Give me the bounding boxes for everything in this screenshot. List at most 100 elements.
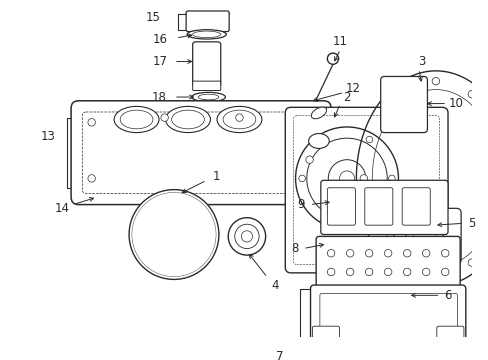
Text: 5: 5: [467, 217, 474, 230]
FancyBboxPatch shape: [293, 116, 439, 265]
Circle shape: [298, 175, 305, 182]
Circle shape: [305, 156, 313, 163]
FancyBboxPatch shape: [393, 208, 460, 265]
Ellipse shape: [390, 274, 442, 307]
FancyBboxPatch shape: [192, 42, 220, 87]
Ellipse shape: [366, 208, 383, 223]
Ellipse shape: [165, 107, 210, 132]
Ellipse shape: [223, 110, 255, 129]
Circle shape: [346, 268, 353, 276]
Circle shape: [339, 171, 354, 186]
FancyBboxPatch shape: [326, 188, 355, 225]
Circle shape: [384, 268, 391, 276]
Circle shape: [136, 197, 211, 272]
Ellipse shape: [192, 31, 220, 38]
Text: 17: 17: [152, 55, 167, 68]
Circle shape: [321, 214, 327, 221]
Circle shape: [441, 249, 448, 257]
Circle shape: [168, 229, 179, 240]
FancyBboxPatch shape: [364, 188, 392, 225]
Ellipse shape: [217, 107, 262, 132]
Circle shape: [235, 114, 243, 121]
FancyBboxPatch shape: [310, 285, 465, 360]
Ellipse shape: [394, 278, 429, 298]
FancyBboxPatch shape: [319, 293, 456, 360]
Text: 4: 4: [271, 279, 278, 292]
Circle shape: [431, 77, 439, 85]
Text: 13: 13: [40, 130, 55, 143]
Circle shape: [228, 218, 265, 255]
Circle shape: [422, 268, 429, 276]
Circle shape: [412, 223, 435, 246]
Circle shape: [161, 114, 168, 121]
Ellipse shape: [198, 94, 219, 100]
Text: 7: 7: [275, 350, 283, 360]
Circle shape: [385, 100, 392, 108]
Text: 8: 8: [290, 242, 298, 255]
Text: 9: 9: [297, 198, 305, 211]
Circle shape: [346, 249, 353, 257]
Ellipse shape: [171, 110, 204, 129]
FancyBboxPatch shape: [316, 237, 459, 287]
Ellipse shape: [114, 107, 159, 132]
Ellipse shape: [187, 30, 226, 39]
Circle shape: [132, 193, 216, 276]
Text: 10: 10: [448, 97, 463, 110]
Circle shape: [467, 90, 475, 98]
Circle shape: [129, 190, 219, 279]
Circle shape: [326, 268, 334, 276]
Circle shape: [431, 298, 439, 306]
Circle shape: [326, 249, 334, 257]
Circle shape: [388, 175, 394, 182]
Text: 3: 3: [417, 55, 425, 68]
Text: 6: 6: [444, 289, 451, 302]
Text: 11: 11: [332, 35, 347, 48]
Circle shape: [159, 220, 188, 249]
FancyBboxPatch shape: [436, 326, 463, 360]
Text: 12: 12: [346, 82, 360, 95]
Circle shape: [88, 175, 95, 182]
Text: 15: 15: [145, 11, 161, 24]
Text: 14: 14: [54, 202, 69, 215]
Text: 18: 18: [151, 90, 166, 104]
Text: 16: 16: [152, 33, 167, 46]
Circle shape: [326, 53, 338, 64]
Circle shape: [431, 272, 439, 279]
Circle shape: [392, 298, 400, 306]
Circle shape: [234, 224, 259, 248]
Circle shape: [286, 112, 313, 138]
FancyBboxPatch shape: [401, 188, 429, 225]
FancyBboxPatch shape: [285, 107, 447, 273]
Circle shape: [310, 118, 317, 126]
Circle shape: [385, 249, 392, 257]
Circle shape: [321, 136, 327, 143]
Ellipse shape: [311, 107, 326, 119]
FancyBboxPatch shape: [312, 326, 339, 360]
Text: 1: 1: [212, 170, 220, 183]
Circle shape: [366, 214, 372, 221]
FancyBboxPatch shape: [71, 101, 330, 204]
Circle shape: [359, 175, 367, 182]
Circle shape: [403, 249, 410, 257]
Circle shape: [134, 195, 213, 274]
Ellipse shape: [308, 134, 328, 148]
Circle shape: [365, 268, 372, 276]
Circle shape: [306, 138, 386, 219]
Circle shape: [422, 249, 429, 257]
FancyBboxPatch shape: [320, 180, 447, 234]
Text: 2: 2: [343, 90, 350, 104]
Circle shape: [327, 160, 365, 197]
Circle shape: [147, 208, 200, 261]
Circle shape: [241, 231, 252, 242]
Circle shape: [310, 175, 317, 182]
Circle shape: [467, 259, 475, 266]
Circle shape: [384, 249, 391, 257]
Ellipse shape: [120, 110, 153, 129]
Circle shape: [295, 127, 398, 230]
FancyBboxPatch shape: [192, 81, 220, 90]
Circle shape: [405, 216, 443, 253]
Circle shape: [441, 268, 448, 276]
FancyBboxPatch shape: [380, 76, 427, 132]
Ellipse shape: [191, 93, 225, 102]
Circle shape: [291, 117, 308, 134]
